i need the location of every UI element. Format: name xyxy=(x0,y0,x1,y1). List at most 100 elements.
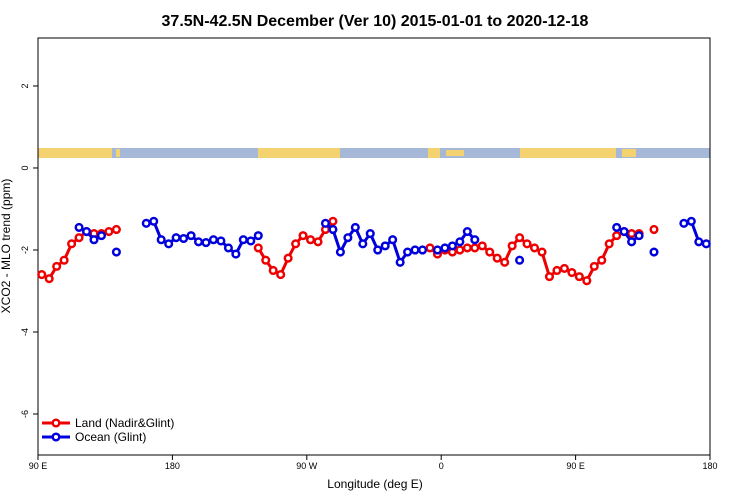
data-point xyxy=(589,261,599,271)
data-point xyxy=(612,231,622,241)
data-point xyxy=(164,239,174,249)
data-point xyxy=(477,241,487,251)
data-point xyxy=(89,235,99,245)
data-point xyxy=(186,231,196,241)
data-point xyxy=(417,245,428,255)
x-tick-label: 180 xyxy=(165,461,180,471)
y-tick-label: 2 xyxy=(20,83,30,88)
data-point xyxy=(507,241,517,251)
data-point xyxy=(52,261,62,271)
y-axis-label: XCO2 - MLO trend (ppm) xyxy=(0,179,13,314)
data-point xyxy=(104,226,114,237)
data-point xyxy=(388,235,398,245)
data-point xyxy=(216,236,226,246)
data-point xyxy=(223,243,233,253)
chart-title: 37.5N-42.5N December (Ver 10) 2015-01-01… xyxy=(162,13,589,30)
data-point xyxy=(328,224,338,235)
data-point xyxy=(81,226,92,237)
data-point xyxy=(679,218,689,228)
data-point xyxy=(231,249,241,259)
x-tick-label: 90 E xyxy=(29,461,48,471)
data-point xyxy=(492,253,502,263)
legend-marker xyxy=(51,432,61,442)
data-point xyxy=(537,247,547,257)
data-point xyxy=(201,238,211,248)
y-tick-label: -2 xyxy=(20,246,30,254)
data-point xyxy=(403,247,413,257)
data-point xyxy=(179,233,189,244)
data-point xyxy=(395,257,405,267)
data-point xyxy=(462,226,472,237)
data-point xyxy=(582,276,592,286)
data-point xyxy=(59,255,69,265)
data-point xyxy=(455,245,465,255)
x-axis-label: Longitude (deg E) xyxy=(327,477,422,491)
data-point xyxy=(552,265,562,276)
data-point xyxy=(291,239,301,249)
legend-label: Ocean (Glint) xyxy=(75,430,146,444)
data-point xyxy=(522,239,532,249)
data-point xyxy=(193,237,204,247)
y-tick-label: -6 xyxy=(20,410,30,418)
data-point xyxy=(649,224,659,235)
data-point xyxy=(529,243,540,253)
data-point xyxy=(313,237,323,247)
legend-marker xyxy=(51,418,61,428)
data-point xyxy=(425,243,435,253)
data-point xyxy=(380,241,390,251)
data-point xyxy=(612,222,622,232)
y-tick-label: -4 xyxy=(20,328,30,336)
data-point xyxy=(305,235,316,245)
data-point xyxy=(500,257,510,267)
data-point xyxy=(343,233,353,243)
data-point xyxy=(686,216,696,226)
data-point xyxy=(410,245,420,255)
data-point xyxy=(67,239,77,249)
data-point xyxy=(335,247,345,257)
data-point xyxy=(156,235,166,245)
data-point xyxy=(701,239,711,249)
data-point xyxy=(238,235,248,245)
data-point xyxy=(171,233,181,243)
data-point xyxy=(96,231,107,241)
x-tick-label: 90 W xyxy=(296,461,318,471)
data-point xyxy=(485,247,495,257)
data-point xyxy=(694,237,704,247)
data-point xyxy=(470,235,480,245)
y-tick-label: 0 xyxy=(20,165,30,170)
data-point xyxy=(268,265,278,276)
data-point xyxy=(567,267,577,278)
data-point xyxy=(627,229,637,239)
data-point xyxy=(253,231,263,241)
data-point xyxy=(111,247,121,257)
data-point xyxy=(261,255,271,265)
data-point xyxy=(455,237,465,247)
land-ocean-strip xyxy=(38,148,710,158)
data-point xyxy=(515,233,525,243)
data-point xyxy=(447,241,457,251)
data-point xyxy=(74,222,84,232)
data-point xyxy=(37,270,47,280)
data-point xyxy=(276,270,286,280)
data-point xyxy=(320,218,331,228)
data-point xyxy=(559,263,569,273)
x-tick-label: 180 xyxy=(702,461,717,471)
data-point xyxy=(44,274,54,284)
data-point xyxy=(597,255,607,265)
x-tick-label: 90 E xyxy=(566,461,585,471)
data-point xyxy=(141,218,151,228)
data-point xyxy=(634,231,644,241)
data-point xyxy=(627,237,637,247)
data-point xyxy=(604,239,614,249)
data-point xyxy=(515,255,525,265)
data-point xyxy=(619,226,629,237)
data-point xyxy=(283,253,293,263)
data-point xyxy=(649,247,659,257)
data-point xyxy=(74,233,84,243)
data-point xyxy=(208,235,219,245)
data-point xyxy=(574,272,584,282)
data-point xyxy=(350,222,360,232)
data-point xyxy=(298,231,308,241)
legend-label: Land (Nadir&Glint) xyxy=(75,416,174,430)
